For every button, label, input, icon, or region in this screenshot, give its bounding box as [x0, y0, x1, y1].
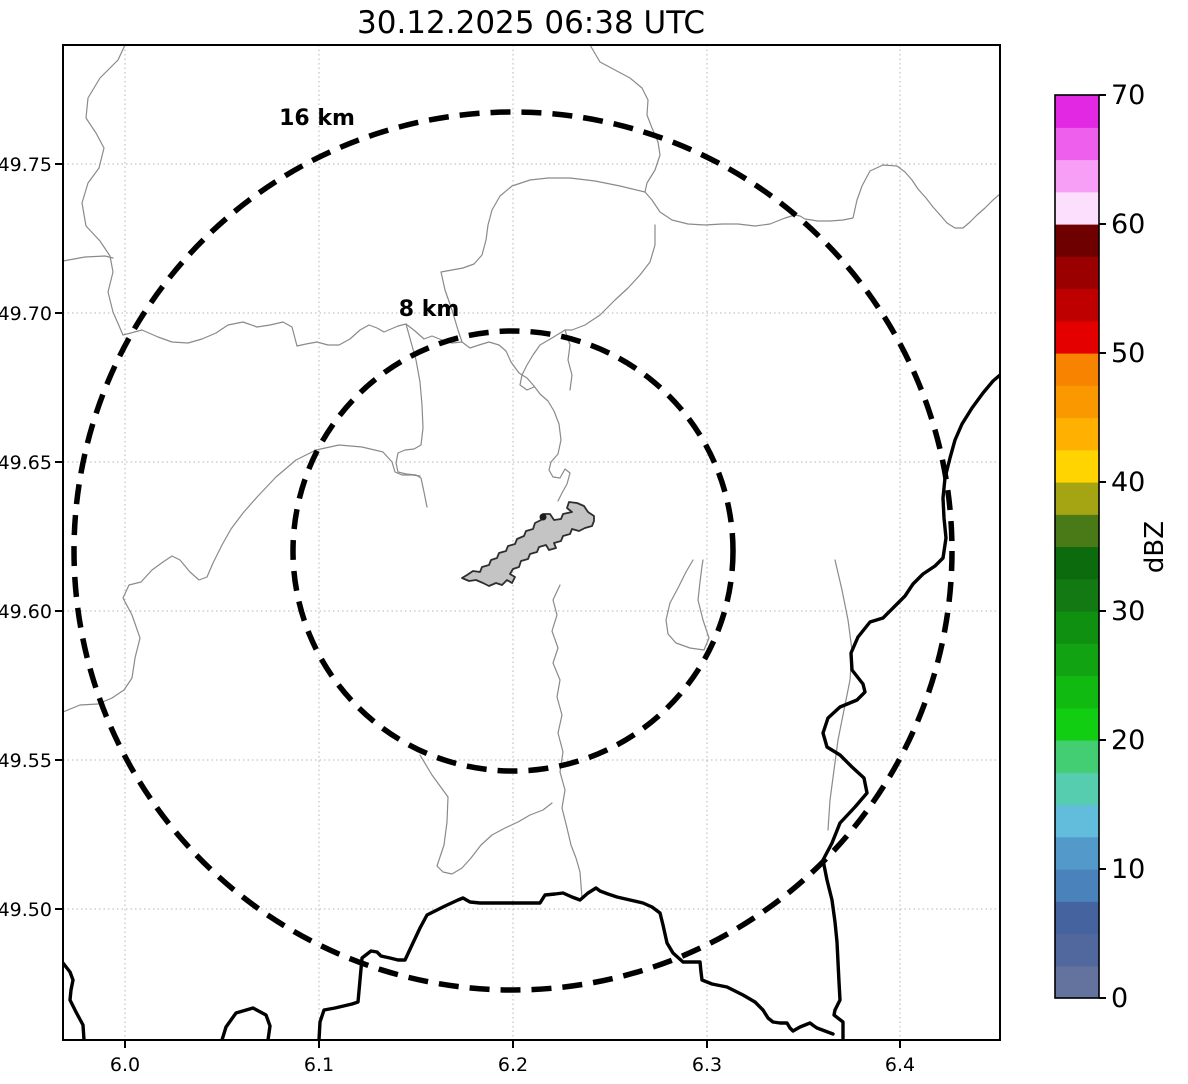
- admin-boundaries: [63, 45, 1000, 899]
- city-inner-detail-marker: [539, 513, 547, 521]
- x-axis: 6.0 6.1 6.2 6.3 6.4: [110, 1040, 915, 1076]
- x-tick-label: 6.4: [885, 1054, 915, 1076]
- colorbar-tick-label: 70: [1111, 80, 1145, 111]
- colorbar-segment: [1055, 804, 1099, 838]
- country-borders: [63, 373, 1000, 1040]
- colorbar-segment: [1055, 385, 1099, 419]
- x-tick-label: 6.0: [110, 1054, 140, 1076]
- colorbar-segment: [1055, 320, 1099, 354]
- admin-boundary-line: [122, 321, 407, 347]
- admin-boundary-line: [440, 177, 646, 343]
- y-tick-label: 49.75: [0, 154, 52, 176]
- colorbar-segment: [1055, 288, 1099, 322]
- colorbar-segment: [1055, 707, 1099, 741]
- colorbar-segment: [1055, 159, 1099, 193]
- range-ring-16km: [71, 109, 955, 993]
- admin-boundary-line: [419, 754, 553, 875]
- colorbar-ticks: 0 10 20 30 40 50 60 70: [1099, 80, 1145, 1014]
- range-ring-8km-label: 8 km: [399, 297, 460, 322]
- colorbar-segment: [1055, 675, 1099, 709]
- range-rings: [71, 109, 955, 993]
- colorbar-segment: [1055, 901, 1099, 935]
- admin-boundary-line: [81, 45, 126, 336]
- admin-boundary-line: [519, 224, 656, 391]
- admin-boundary-line: [644, 164, 1000, 229]
- colorbar-segment: [1055, 449, 1099, 483]
- admin-boundary-line: [63, 255, 114, 262]
- admin-boundary-line: [827, 559, 853, 831]
- y-axis: 49.75 49.70 49.65 49.60 49.55 49.50: [0, 154, 63, 921]
- colorbar-tick-label: 0: [1111, 983, 1128, 1014]
- admin-boundary-line: [665, 559, 710, 651]
- colorbar: [1055, 95, 1099, 999]
- admin-boundary-line: [551, 584, 583, 899]
- colorbar-segment: [1055, 353, 1099, 386]
- colorbar-segment: [1055, 643, 1099, 677]
- colorbar-tick-label: 50: [1111, 338, 1145, 369]
- country-border-bottom-bump: [220, 1006, 272, 1040]
- colorbar-segment: [1055, 772, 1099, 806]
- colorbar-segment: [1055, 578, 1099, 612]
- colorbar-segment: [1055, 224, 1099, 257]
- colorbar-tick-label: 20: [1111, 725, 1145, 756]
- admin-boundary-line: [589, 45, 661, 193]
- colorbar-segment: [1055, 933, 1099, 967]
- plot-border: [62, 44, 1001, 1041]
- colorbar-segment: [1055, 546, 1099, 580]
- map-layer: [63, 45, 1000, 1040]
- city-polygon: [461, 501, 595, 587]
- x-tick-label: 6.3: [692, 1054, 722, 1076]
- colorbar-outline: [1054, 94, 1100, 999]
- grid-lines: [63, 45, 1000, 1040]
- colorbar-tick-label: 30: [1111, 596, 1145, 627]
- colorbar-unit-label: dBZ: [1140, 521, 1170, 573]
- y-tick-label: 49.55: [0, 750, 52, 772]
- colorbar-segment: [1055, 417, 1099, 451]
- x-tick-label: 6.1: [304, 1054, 334, 1076]
- colorbar-segment: [1055, 836, 1099, 870]
- colorbar-segment: [1055, 191, 1099, 225]
- plot-title: 30.12.2025 06:38 UTC: [357, 5, 705, 41]
- range-ring-16km-label: 16 km: [279, 106, 355, 131]
- admin-boundary-line: [63, 444, 421, 713]
- colorbar-segment: [1055, 127, 1099, 161]
- y-tick-label: 49.65: [0, 452, 52, 474]
- colorbar-segment: [1055, 740, 1099, 773]
- colorbar-tick-label: 60: [1111, 209, 1145, 240]
- colorbar-tick-label: 40: [1111, 467, 1145, 498]
- range-ring-8km: [290, 328, 736, 774]
- country-border-south: [317, 886, 835, 1040]
- colorbar-segment: [1055, 95, 1099, 128]
- colorbar-segment: [1055, 965, 1099, 999]
- y-tick-label: 49.60: [0, 601, 52, 623]
- x-tick-label: 6.2: [498, 1054, 528, 1076]
- admin-boundary-line: [405, 323, 571, 502]
- y-tick-label: 49.50: [0, 899, 52, 921]
- y-tick-label: 49.70: [0, 303, 52, 325]
- colorbar-tick-label: 10: [1111, 854, 1145, 885]
- colorbar-segment: [1055, 256, 1099, 290]
- colorbar-segment: [1055, 611, 1099, 644]
- country-border-east: [821, 373, 1000, 1040]
- colorbar-segment: [1055, 514, 1099, 548]
- colorbar-segment: [1055, 482, 1099, 515]
- country-border-southwest: [63, 961, 86, 1040]
- colorbar-segment: [1055, 869, 1099, 902]
